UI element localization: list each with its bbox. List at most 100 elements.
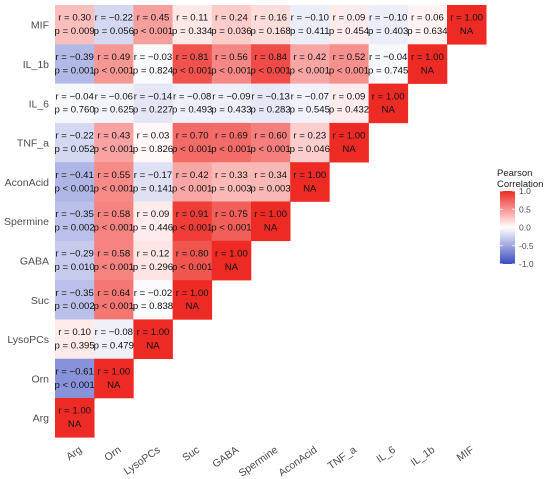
cell-p-label: p = 0.745	[368, 65, 408, 76]
cell-p-label: p = 0.760	[54, 105, 94, 116]
y-tick-label: Suc	[31, 295, 49, 307]
cell-p-label: p = 0.395	[54, 340, 94, 351]
cell-r-label: r = −0.35	[55, 288, 93, 299]
heatmap-cell: r = 0.45 p < 0.001	[133, 5, 173, 45]
heatmap-cell-rect	[251, 122, 291, 163]
cell-r-label: r = −0.08	[173, 91, 211, 102]
cell-r-label: r = −0.41	[55, 170, 93, 181]
cell-r-label: r = 0.33	[215, 170, 248, 181]
cell-r-label: r = 0.42	[293, 52, 326, 63]
heatmap-cell: r = 0.12 p = 0.296	[133, 240, 173, 281]
cell-p-label: NA	[107, 380, 121, 391]
x-tick-label: Orn	[102, 444, 123, 464]
cell-p-label: NA	[421, 65, 435, 76]
heatmap-cell: r = 0.23 p = 0.046	[290, 122, 330, 163]
heatmap-cell-rect	[251, 83, 291, 124]
x-tick-label: IL_6	[374, 444, 398, 466]
heatmap-cell-rect	[94, 201, 134, 242]
cell-r-label: r = 0.23	[293, 131, 326, 142]
cell-r-label: r = 0.45	[137, 13, 170, 24]
y-tick-label: IL_1b	[23, 59, 49, 71]
cell-r-label: r = 1.00	[254, 209, 287, 220]
heatmap-cell-rect	[407, 5, 448, 45]
cell-p-label: p = 0.411	[290, 26, 330, 37]
cell-p-label: p < 0.001	[329, 65, 369, 76]
heatmap-cell: r = −0.03 p = 0.824	[133, 44, 174, 84]
heatmap-cell: r = 1.00 NA	[407, 44, 448, 84]
heatmap-cell: r = 1.00 NA	[290, 162, 330, 202]
cell-p-label: p = 0.056	[94, 26, 134, 37]
cell-r-label: r = −0.03	[134, 52, 172, 63]
heatmap-cell-rect	[94, 358, 134, 399]
cell-r-label: r = 1.00	[137, 327, 170, 338]
cell-r-label: r = 0.80	[176, 249, 209, 260]
heatmap-cell: r = −0.10 p = 0.403	[368, 5, 408, 45]
cell-r-label: r = −0.22	[95, 13, 133, 24]
cell-p-label: p = 0.826	[133, 144, 173, 155]
heatmap-cell: r = 0.75 p < 0.001	[211, 201, 252, 242]
cell-r-label: r = 0.30	[58, 13, 91, 24]
heatmap-cell-rect	[133, 5, 173, 45]
heatmap-cell-rect	[55, 280, 95, 320]
heatmap-cell: r = 0.60 p < 0.001	[250, 122, 291, 163]
cell-p-label: p = 0.002	[54, 301, 94, 312]
heatmap-cell-rect	[368, 5, 409, 45]
heatmap-cell-rect	[329, 83, 369, 124]
cell-p-label: p = 0.283	[250, 105, 290, 116]
cell-p-label: p < 0.001	[94, 223, 134, 234]
heatmap-cell-rect	[290, 44, 330, 84]
cell-p-label: p < 0.001	[172, 223, 212, 234]
heatmap-cell: r = 0.42 p < 0.001	[290, 44, 330, 84]
x-tick-label: MIF	[455, 444, 477, 464]
heatmap-cell: r = 0.09 p = 0.454	[329, 5, 370, 45]
heatmap-cell-rect	[368, 44, 409, 84]
cell-r-label: r = 0.58	[97, 249, 130, 260]
cell-p-label: NA	[68, 419, 82, 430]
cell-r-label: r = 0.91	[176, 209, 209, 220]
heatmap-cell-rect	[55, 240, 95, 281]
cell-r-label: r = 0.58	[97, 209, 130, 220]
cell-p-label: p < 0.001	[250, 65, 290, 76]
cell-p-label: p = 0.479	[94, 340, 134, 351]
heatmap-cell: r = 0.11 p = 0.334	[172, 5, 213, 45]
cell-r-label: r = 1.00	[411, 52, 444, 63]
x-tick-label: AconAcid	[276, 444, 319, 479]
heatmap-cell-rect	[133, 240, 173, 281]
heatmap-cell: r = −0.14 p = 0.227	[133, 83, 173, 124]
heatmap-cell-rect	[55, 398, 95, 438]
cell-p-label: p < 0.001	[172, 183, 212, 194]
cell-r-label: r = 0.03	[137, 131, 170, 142]
heatmap-cell: r = −0.07 p = 0.545	[290, 83, 330, 124]
heatmap-cell-rect	[55, 319, 95, 359]
cell-r-label: r = 0.84	[254, 52, 287, 63]
heatmap-cell: r = −0.61 p < 0.001	[54, 358, 95, 399]
heatmap-cell: r = −0.35 p = 0.002	[54, 201, 95, 242]
cell-r-label: r = −0.13	[251, 91, 289, 102]
cell-p-label: p = 0.009	[54, 26, 94, 37]
heatmap-cell: r = 0.30 p = 0.009	[54, 5, 95, 45]
heatmap-cell-rect	[94, 162, 134, 202]
legend-tick-label: 1.0	[519, 186, 531, 196]
heatmap-cell: r = 0.06 p = 0.634	[407, 5, 448, 45]
heatmap-cell: r = 0.52 p < 0.001	[329, 44, 369, 84]
heatmap-cell: r = −0.06 p = 0.625	[94, 83, 134, 124]
heatmap-cell-rect	[172, 162, 213, 202]
cell-r-label: r = −0.08	[95, 327, 133, 338]
x-tick-label: LysoPCs	[122, 444, 163, 478]
x-tick-label: IL_1b	[409, 444, 438, 469]
heatmap-cell-rect	[447, 5, 487, 45]
heatmap-cell: r = 1.00 NA	[172, 280, 213, 320]
cell-p-label: p = 0.838	[133, 301, 173, 312]
heatmap-cell: r = −0.08 p = 0.479	[94, 319, 134, 359]
heatmap-cell: r = 0.42 p < 0.001	[172, 162, 212, 202]
cell-p-label: p = 0.168	[250, 26, 290, 37]
heatmap-cell-rect	[211, 5, 252, 45]
heatmap-cell: r = 1.00 NA	[55, 398, 95, 438]
heatmap-cell: r = 1.00 NA	[447, 5, 487, 45]
cell-r-label: r = −0.07	[291, 91, 329, 102]
cell-p-label: p = 0.334	[172, 26, 213, 37]
cell-r-label: r = 0.09	[137, 209, 170, 220]
cell-p-label: p = 0.625	[94, 105, 134, 116]
cell-r-label: r = −0.06	[95, 91, 133, 102]
